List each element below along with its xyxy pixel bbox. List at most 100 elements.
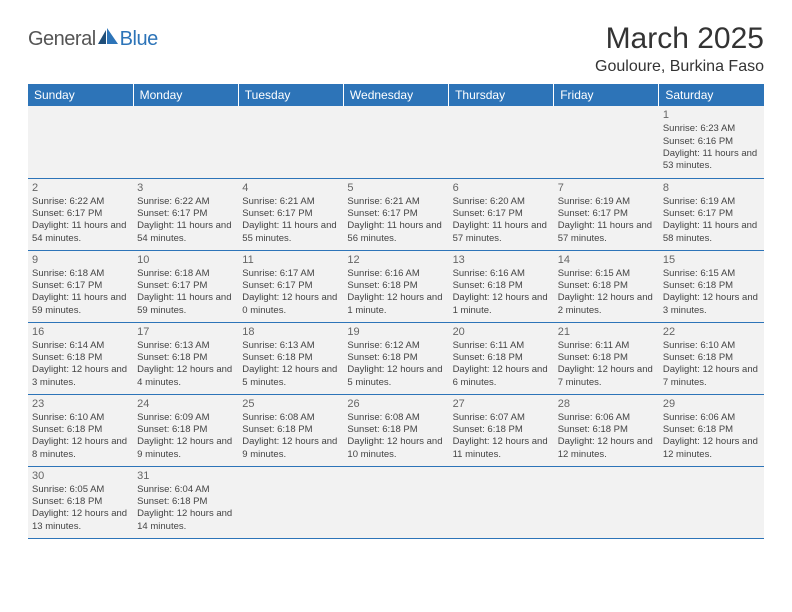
day-number: 25 [242,397,339,411]
daylight-text: Daylight: 11 hours and 59 minutes. [137,292,234,317]
sunset-text: Sunset: 6:18 PM [663,424,760,436]
location: Gouloure, Burkina Faso [595,58,764,76]
calendar-cell [449,466,554,538]
weekday-header: Friday [554,84,659,106]
calendar-cell: 30Sunrise: 6:05 AMSunset: 6:18 PMDayligh… [28,466,133,538]
calendar-cell: 18Sunrise: 6:13 AMSunset: 6:18 PMDayligh… [238,322,343,394]
sunset-text: Sunset: 6:18 PM [32,424,129,436]
day-number: 24 [137,397,234,411]
daylight-text: Daylight: 12 hours and 11 minutes. [453,436,550,461]
day-number: 27 [453,397,550,411]
daylight-text: Daylight: 12 hours and 12 minutes. [558,436,655,461]
header: General Blue March 2025 Gouloure, Burkin… [28,22,764,76]
daylight-text: Daylight: 12 hours and 0 minutes. [242,292,339,317]
sunset-text: Sunset: 6:18 PM [137,424,234,436]
logo-text-general: General [28,28,96,51]
weekday-header: Tuesday [238,84,343,106]
sunrise-text: Sunrise: 6:19 AM [663,196,760,208]
daylight-text: Daylight: 12 hours and 5 minutes. [242,364,339,389]
daylight-text: Daylight: 12 hours and 3 minutes. [663,292,760,317]
daylight-text: Daylight: 12 hours and 7 minutes. [558,364,655,389]
daylight-text: Daylight: 12 hours and 9 minutes. [137,436,234,461]
calendar-cell: 21Sunrise: 6:11 AMSunset: 6:18 PMDayligh… [554,322,659,394]
day-number: 8 [663,181,760,195]
day-number: 16 [32,325,129,339]
daylight-text: Daylight: 12 hours and 7 minutes. [663,364,760,389]
sunset-text: Sunset: 6:18 PM [453,424,550,436]
day-number: 5 [347,181,444,195]
sunrise-text: Sunrise: 6:16 AM [453,268,550,280]
sunset-text: Sunset: 6:18 PM [137,352,234,364]
calendar-cell: 23Sunrise: 6:10 AMSunset: 6:18 PMDayligh… [28,394,133,466]
calendar-cell [28,106,133,178]
sunset-text: Sunset: 6:18 PM [558,352,655,364]
day-number: 11 [242,253,339,267]
day-number: 23 [32,397,129,411]
sunrise-text: Sunrise: 6:13 AM [242,340,339,352]
daylight-text: Daylight: 11 hours and 54 minutes. [32,220,129,245]
weekday-header: Saturday [659,84,764,106]
calendar-cell: 24Sunrise: 6:09 AMSunset: 6:18 PMDayligh… [133,394,238,466]
daylight-text: Daylight: 11 hours and 54 minutes. [137,220,234,245]
sunset-text: Sunset: 6:18 PM [32,496,129,508]
calendar-cell: 17Sunrise: 6:13 AMSunset: 6:18 PMDayligh… [133,322,238,394]
calendar-table: Sunday Monday Tuesday Wednesday Thursday… [28,84,764,539]
daylight-text: Daylight: 12 hours and 5 minutes. [347,364,444,389]
sunset-text: Sunset: 6:18 PM [453,352,550,364]
logo-sail-icon [98,28,120,51]
day-number: 6 [453,181,550,195]
day-number: 31 [137,469,234,483]
calendar-cell [343,466,448,538]
calendar-cell: 25Sunrise: 6:08 AMSunset: 6:18 PMDayligh… [238,394,343,466]
calendar-cell: 31Sunrise: 6:04 AMSunset: 6:18 PMDayligh… [133,466,238,538]
day-number: 19 [347,325,444,339]
sunrise-text: Sunrise: 6:20 AM [453,196,550,208]
sunset-text: Sunset: 6:18 PM [558,424,655,436]
calendar-week-row: 30Sunrise: 6:05 AMSunset: 6:18 PMDayligh… [28,466,764,538]
sunset-text: Sunset: 6:17 PM [32,280,129,292]
daylight-text: Daylight: 12 hours and 8 minutes. [32,436,129,461]
calendar-cell: 28Sunrise: 6:06 AMSunset: 6:18 PMDayligh… [554,394,659,466]
daylight-text: Daylight: 11 hours and 57 minutes. [453,220,550,245]
calendar-cell: 5Sunrise: 6:21 AMSunset: 6:17 PMDaylight… [343,178,448,250]
day-number: 12 [347,253,444,267]
daylight-text: Daylight: 12 hours and 14 minutes. [137,508,234,533]
sunrise-text: Sunrise: 6:18 AM [137,268,234,280]
calendar-cell: 9Sunrise: 6:18 AMSunset: 6:17 PMDaylight… [28,250,133,322]
calendar-cell: 6Sunrise: 6:20 AMSunset: 6:17 PMDaylight… [449,178,554,250]
calendar-cell: 15Sunrise: 6:15 AMSunset: 6:18 PMDayligh… [659,250,764,322]
sunset-text: Sunset: 6:18 PM [558,280,655,292]
calendar-cell: 10Sunrise: 6:18 AMSunset: 6:17 PMDayligh… [133,250,238,322]
sunrise-text: Sunrise: 6:17 AM [242,268,339,280]
day-number: 15 [663,253,760,267]
sunset-text: Sunset: 6:18 PM [137,496,234,508]
day-number: 18 [242,325,339,339]
sunset-text: Sunset: 6:17 PM [137,280,234,292]
sunrise-text: Sunrise: 6:21 AM [242,196,339,208]
sunset-text: Sunset: 6:18 PM [663,280,760,292]
sunrise-text: Sunrise: 6:11 AM [453,340,550,352]
calendar-cell: 22Sunrise: 6:10 AMSunset: 6:18 PMDayligh… [659,322,764,394]
sunrise-text: Sunrise: 6:07 AM [453,412,550,424]
sunset-text: Sunset: 6:17 PM [137,208,234,220]
calendar-week-row: 2Sunrise: 6:22 AMSunset: 6:17 PMDaylight… [28,178,764,250]
calendar-cell [554,466,659,538]
daylight-text: Daylight: 12 hours and 3 minutes. [32,364,129,389]
calendar-cell: 13Sunrise: 6:16 AMSunset: 6:18 PMDayligh… [449,250,554,322]
daylight-text: Daylight: 12 hours and 2 minutes. [558,292,655,317]
sunset-text: Sunset: 6:17 PM [453,208,550,220]
daylight-text: Daylight: 12 hours and 4 minutes. [137,364,234,389]
weekday-header: Sunday [28,84,133,106]
sunrise-text: Sunrise: 6:13 AM [137,340,234,352]
calendar-week-row: 16Sunrise: 6:14 AMSunset: 6:18 PMDayligh… [28,322,764,394]
calendar-cell [554,106,659,178]
sunrise-text: Sunrise: 6:10 AM [32,412,129,424]
calendar-cell [343,106,448,178]
weekday-header: Monday [133,84,238,106]
calendar-cell: 14Sunrise: 6:15 AMSunset: 6:18 PMDayligh… [554,250,659,322]
sunrise-text: Sunrise: 6:22 AM [32,196,129,208]
calendar-cell: 12Sunrise: 6:16 AMSunset: 6:18 PMDayligh… [343,250,448,322]
daylight-text: Daylight: 12 hours and 6 minutes. [453,364,550,389]
day-number: 9 [32,253,129,267]
calendar-cell: 7Sunrise: 6:19 AMSunset: 6:17 PMDaylight… [554,178,659,250]
